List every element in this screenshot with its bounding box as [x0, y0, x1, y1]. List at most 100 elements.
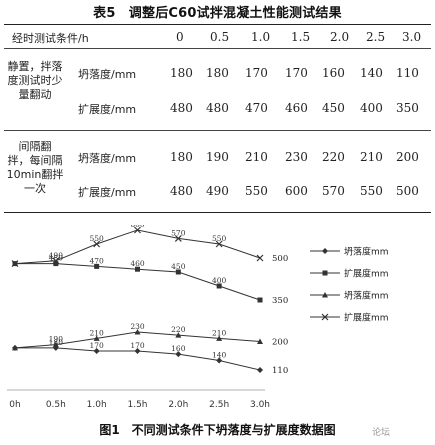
table-title: 表5 调整后C60试拌混凝土性能测试结果 — [93, 6, 342, 21]
x-tick-label: 2.0h — [168, 400, 188, 410]
table-group-label-line: 间隔翻 — [18, 140, 52, 153]
table-group-label: 静置，拌落 度测试时少 量翻动 — [2, 60, 68, 102]
table-cell: 200 — [396, 150, 419, 164]
table-cell: 470 — [245, 101, 268, 115]
legend-label: 坍落度mm — [344, 290, 389, 302]
figure-caption: 图1 不同测试条件下坍落度与扩展度数据图 — [99, 423, 336, 437]
x-tick-label: 2.5h — [209, 400, 229, 410]
table-cell: 490 — [206, 184, 229, 198]
table-header-time: 3.0 — [402, 30, 422, 44]
table-cell: 220 — [322, 150, 345, 164]
table-cell: 550 — [360, 184, 383, 198]
data-point — [321, 313, 329, 321]
line-chart: 0h0.5h1.0h1.5h2.0h2.5h3.0h18017017016014… — [7, 225, 389, 410]
series-end-label: 350 — [272, 296, 288, 306]
table-header-label: 经时测试条件/h — [12, 32, 89, 45]
data-label: 490 — [49, 251, 64, 260]
table-header-time: 1.0 — [251, 30, 271, 44]
table-cell: 180 — [170, 66, 193, 80]
data-point — [175, 332, 182, 338]
data-label: 600 — [130, 225, 145, 229]
data-label: 570 — [171, 228, 186, 237]
table-cell: 190 — [206, 150, 229, 164]
series-end-label: 110 — [272, 366, 288, 376]
data-label: 190 — [49, 335, 64, 344]
data-point — [216, 283, 222, 289]
table-top-rule — [4, 24, 431, 25]
data-point — [256, 254, 264, 262]
x-tick-label: 0h — [9, 400, 20, 410]
table-row-label: 扩展度/mm — [78, 103, 137, 116]
data-point — [322, 292, 328, 298]
data-label: 450 — [171, 262, 186, 271]
table-header-time: 0.5 — [210, 30, 230, 44]
data-point — [93, 348, 100, 354]
table-header-time: 1.5 — [291, 30, 311, 44]
table-cell: 460 — [285, 101, 308, 115]
table-cell: 480 — [170, 101, 193, 115]
table-group-label-line: 拌，每间隔 — [7, 154, 63, 167]
table-cell: 230 — [285, 150, 308, 164]
data-point — [93, 335, 100, 341]
table-cell: 170 — [285, 66, 308, 80]
table-cell: 480 — [170, 184, 193, 198]
x-tick-label: 0.5h — [46, 400, 66, 410]
table-header-rule — [4, 48, 431, 49]
table-cell: 160 — [322, 66, 345, 80]
data-label: 140 — [212, 351, 227, 360]
table-cell: 210 — [360, 150, 383, 164]
data-point — [257, 297, 263, 303]
data-point — [94, 263, 100, 269]
series-end-label: 200 — [272, 338, 288, 348]
x-tick-label: 3.0h — [250, 400, 270, 410]
data-point — [175, 351, 182, 358]
table-cell: 550 — [245, 184, 268, 198]
table-cell: 350 — [396, 101, 419, 115]
data-label: 550 — [212, 234, 227, 243]
table-group-divider — [4, 130, 431, 131]
table-cell: 570 — [322, 184, 345, 198]
data-point — [52, 341, 59, 348]
series-end-label: 500 — [272, 254, 288, 264]
table-row-label: 坍落度/mm — [78, 68, 137, 81]
table-cell: 500 — [396, 184, 419, 198]
table-group-label-line: 度测试时少 — [7, 74, 63, 87]
table-group-label-line: 静置，拌落 — [7, 60, 63, 73]
data-label: 210 — [90, 328, 105, 337]
table-cell: 170 — [245, 66, 268, 80]
table-group-label: 间隔翻 拌，每间隔 10min翻拌 一次 — [2, 140, 68, 196]
table-group-label-line: 10min翻拌 — [6, 168, 64, 181]
data-point — [216, 335, 223, 341]
table-bottom-rule — [4, 212, 431, 213]
data-point — [257, 367, 263, 373]
table-cell: 140 — [360, 66, 383, 80]
data-label: 230 — [130, 322, 145, 331]
data-label: 170 — [90, 341, 105, 350]
data-point — [93, 240, 101, 248]
table-cell: 110 — [396, 66, 419, 80]
data-point — [257, 338, 263, 344]
data-point — [11, 260, 19, 268]
data-point — [134, 329, 141, 335]
table-cell: 400 — [360, 101, 383, 115]
table-row-label: 扩展度/mm — [78, 186, 137, 199]
data-point — [53, 261, 59, 267]
table-group-label-line: 量翻动 — [18, 88, 52, 101]
table-cell: 480 — [206, 101, 229, 115]
table-header-time: 2.5 — [366, 30, 386, 44]
data-label: 550 — [90, 234, 105, 243]
table-group-label-line: 一次 — [24, 182, 46, 195]
data-point — [134, 226, 141, 234]
table-row-label: 坍落度/mm — [78, 152, 137, 165]
data-label: 210 — [212, 328, 227, 337]
data-label: 470 — [90, 256, 105, 265]
x-tick-label: 1.0h — [87, 400, 107, 410]
legend-label: 扩展度mm — [344, 312, 389, 324]
table-header-time: 0 — [176, 30, 184, 44]
data-point — [134, 348, 141, 354]
data-point — [322, 270, 328, 276]
table-cell: 600 — [285, 184, 308, 198]
data-point — [174, 234, 182, 242]
data-point — [135, 266, 140, 272]
